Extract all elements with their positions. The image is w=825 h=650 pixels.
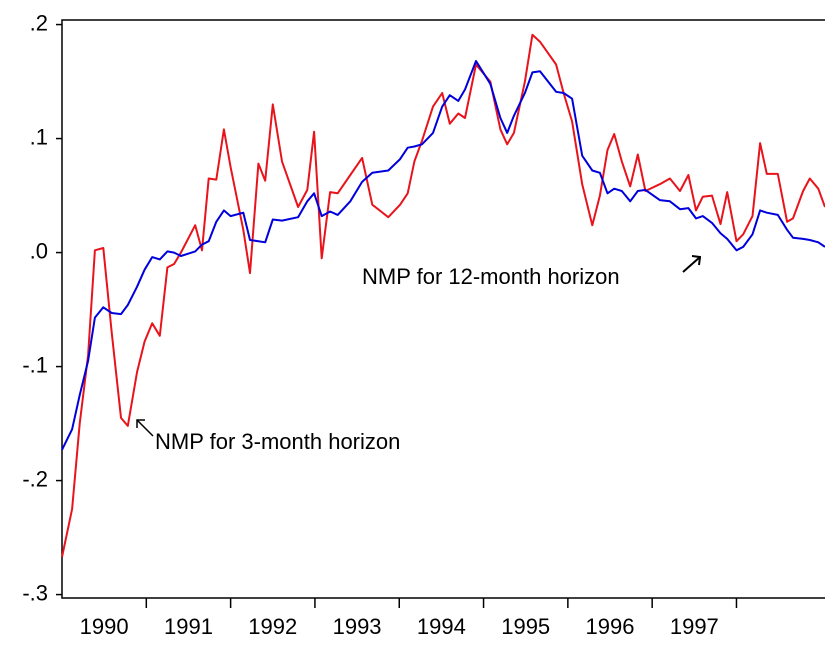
y-tick-label: -.3 xyxy=(22,580,48,605)
annotation: NMP for 12-month horizon xyxy=(362,264,620,289)
annotation-arrowhead xyxy=(691,255,702,266)
x-tick-label: 1995 xyxy=(501,614,550,639)
annotation-arrow xyxy=(682,256,701,273)
annotation-arrowhead xyxy=(136,419,145,428)
y-tick-label: -.1 xyxy=(22,352,48,377)
annotation: NMP for 3-month horizon xyxy=(155,429,400,454)
x-tick-label: 1990 xyxy=(80,614,129,639)
series-line xyxy=(61,60,825,451)
plot-frame xyxy=(61,19,825,599)
x-tick-label: 1991 xyxy=(164,614,213,639)
x-tick-label: 1996 xyxy=(586,614,635,639)
annotation-arrow xyxy=(136,419,154,437)
y-tick-label: .1 xyxy=(30,124,48,149)
y-tick-label: .0 xyxy=(30,238,48,263)
x-tick-label: 1993 xyxy=(333,614,382,639)
x-tick-label: 1997 xyxy=(670,614,719,639)
y-tick-label: .2 xyxy=(30,10,48,35)
x-tick-label: 1992 xyxy=(248,614,297,639)
x-tick-label: 1994 xyxy=(417,614,466,639)
series-line xyxy=(61,33,825,558)
y-tick-label: -.2 xyxy=(22,466,48,491)
